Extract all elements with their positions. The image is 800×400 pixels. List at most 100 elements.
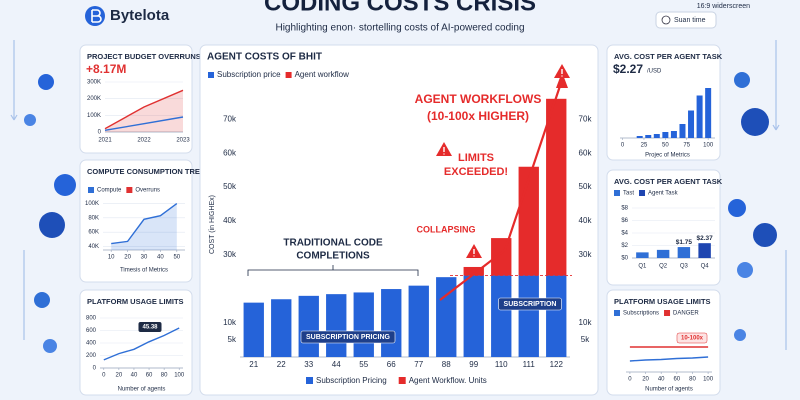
bar xyxy=(636,136,643,138)
x-tick-label: 44 xyxy=(332,360,341,369)
x-tick-label: 100 xyxy=(703,143,714,149)
y-tick-label: $0 xyxy=(621,256,628,262)
legend-swatch xyxy=(88,187,94,193)
x-tick-label: 22 xyxy=(277,360,286,369)
x-axis-label: Number of agents xyxy=(118,387,166,393)
line xyxy=(111,203,178,245)
legend-swatch xyxy=(208,72,214,78)
y-tick-label-right: 60k xyxy=(579,148,593,157)
x-tick-label: 0 xyxy=(621,143,625,149)
x-axis-label: Number of agents xyxy=(645,387,693,393)
y-tick-label: $2 xyxy=(621,243,628,249)
y-tick-label: 60K xyxy=(88,230,99,236)
x-tick-label: 10 xyxy=(108,255,115,261)
legend-label: Agent Task xyxy=(648,191,679,197)
bar xyxy=(243,302,264,357)
bar xyxy=(636,252,649,258)
x-tick-label: 30 xyxy=(141,255,148,261)
legend-label: DANGER xyxy=(673,311,699,317)
legend-swatch xyxy=(614,310,620,316)
bar xyxy=(271,299,292,357)
panel-title: PROJECT BUDGET OVERRUNS xyxy=(87,52,201,61)
legend-label: Compute xyxy=(97,188,122,194)
annotation-box xyxy=(676,332,708,344)
x-tick-label: 55 xyxy=(359,360,368,369)
bar xyxy=(298,295,319,357)
panel-title: AVG. COST PER AGENT TASK xyxy=(614,52,723,61)
bar xyxy=(463,275,484,357)
bar xyxy=(518,275,539,357)
legend-swatch xyxy=(639,190,646,196)
legend-label: Subscriptions xyxy=(623,311,659,317)
y-tick-label: $6 xyxy=(621,218,628,224)
x-tick-label: 60 xyxy=(673,377,680,383)
y-tick-label: 80K xyxy=(88,215,99,221)
x-tick-label: 0 xyxy=(102,373,106,379)
format-label: 16:9 widerscreen xyxy=(697,3,750,10)
time-button-label[interactable]: Suan time xyxy=(674,17,706,24)
x-tick-label: 75 xyxy=(683,143,690,149)
line xyxy=(103,327,180,361)
y-tick-label: $8 xyxy=(621,206,628,212)
legend-swatch xyxy=(398,377,406,384)
bar xyxy=(679,124,686,138)
y-tick-label: 0 xyxy=(93,366,97,372)
headline: +8.17M xyxy=(86,62,126,76)
y-tick-label-right: 10k xyxy=(579,318,593,327)
x-tick-label: 40 xyxy=(131,373,138,379)
bar xyxy=(381,289,402,357)
panel xyxy=(79,44,193,154)
value-label: $1.75 xyxy=(676,239,693,246)
legend-swatch xyxy=(306,377,313,384)
legend-swatch xyxy=(126,187,133,193)
time-button[interactable] xyxy=(655,11,717,29)
bar xyxy=(326,294,347,357)
bracket xyxy=(247,265,419,276)
y-tick-label: 300K xyxy=(87,80,101,86)
bar xyxy=(688,110,695,138)
panel-title: AGENT COSTS OF BHIT xyxy=(207,52,322,63)
y-tick-label-right: 30k xyxy=(579,250,593,259)
x-axis-label: Timesis of Metrics xyxy=(120,268,168,274)
x-tick-label: 20 xyxy=(642,377,649,383)
annotation: SUBSCRIPTION PRICING xyxy=(306,334,391,341)
y-tick-label-right: 5k xyxy=(581,335,590,344)
x-tick-label: 0 xyxy=(628,377,632,383)
annotation: EXCEEDED! xyxy=(444,166,508,178)
bar xyxy=(463,266,484,276)
x-tick-label: 40 xyxy=(658,377,665,383)
x-tick-label: Q4 xyxy=(701,264,710,270)
bar xyxy=(698,243,711,258)
bar xyxy=(546,98,567,276)
trend-arrow xyxy=(439,79,564,301)
x-tick-label: Q2 xyxy=(659,264,668,270)
y-tick-label: 600 xyxy=(86,328,97,334)
annotation: LIMITS xyxy=(458,152,494,164)
bar xyxy=(491,275,512,357)
x-tick-label: 33 xyxy=(304,360,313,369)
annotation: AGENT WORKFLOWS xyxy=(415,92,542,106)
bar xyxy=(677,247,691,258)
x-tick-label: 50 xyxy=(662,143,669,149)
y-tick-label: 60k xyxy=(223,148,237,157)
panel xyxy=(606,289,721,396)
legend-label: Subscription Pricing xyxy=(316,376,387,385)
panel xyxy=(606,169,721,286)
y-tick-label: 70k xyxy=(223,114,237,123)
x-tick-label: 77 xyxy=(414,360,423,369)
y-tick-label-right: 70k xyxy=(579,114,593,123)
bar xyxy=(645,135,652,138)
y-tick-label: 200 xyxy=(86,353,97,359)
x-tick-label: 2022 xyxy=(137,138,151,144)
annotation: 10-100x xyxy=(681,336,704,342)
clock-icon xyxy=(661,15,671,25)
panel xyxy=(79,159,193,283)
y-tick-label: 40k xyxy=(223,216,237,225)
x-tick-label: 66 xyxy=(387,360,396,369)
y-tick-label: 400 xyxy=(86,341,97,347)
bar xyxy=(436,277,457,357)
y-axis-label: COST (in HIGHEx) xyxy=(209,195,216,254)
line xyxy=(104,116,184,131)
legend-label: Agent workflow xyxy=(295,70,349,79)
arrow-head xyxy=(556,72,568,88)
